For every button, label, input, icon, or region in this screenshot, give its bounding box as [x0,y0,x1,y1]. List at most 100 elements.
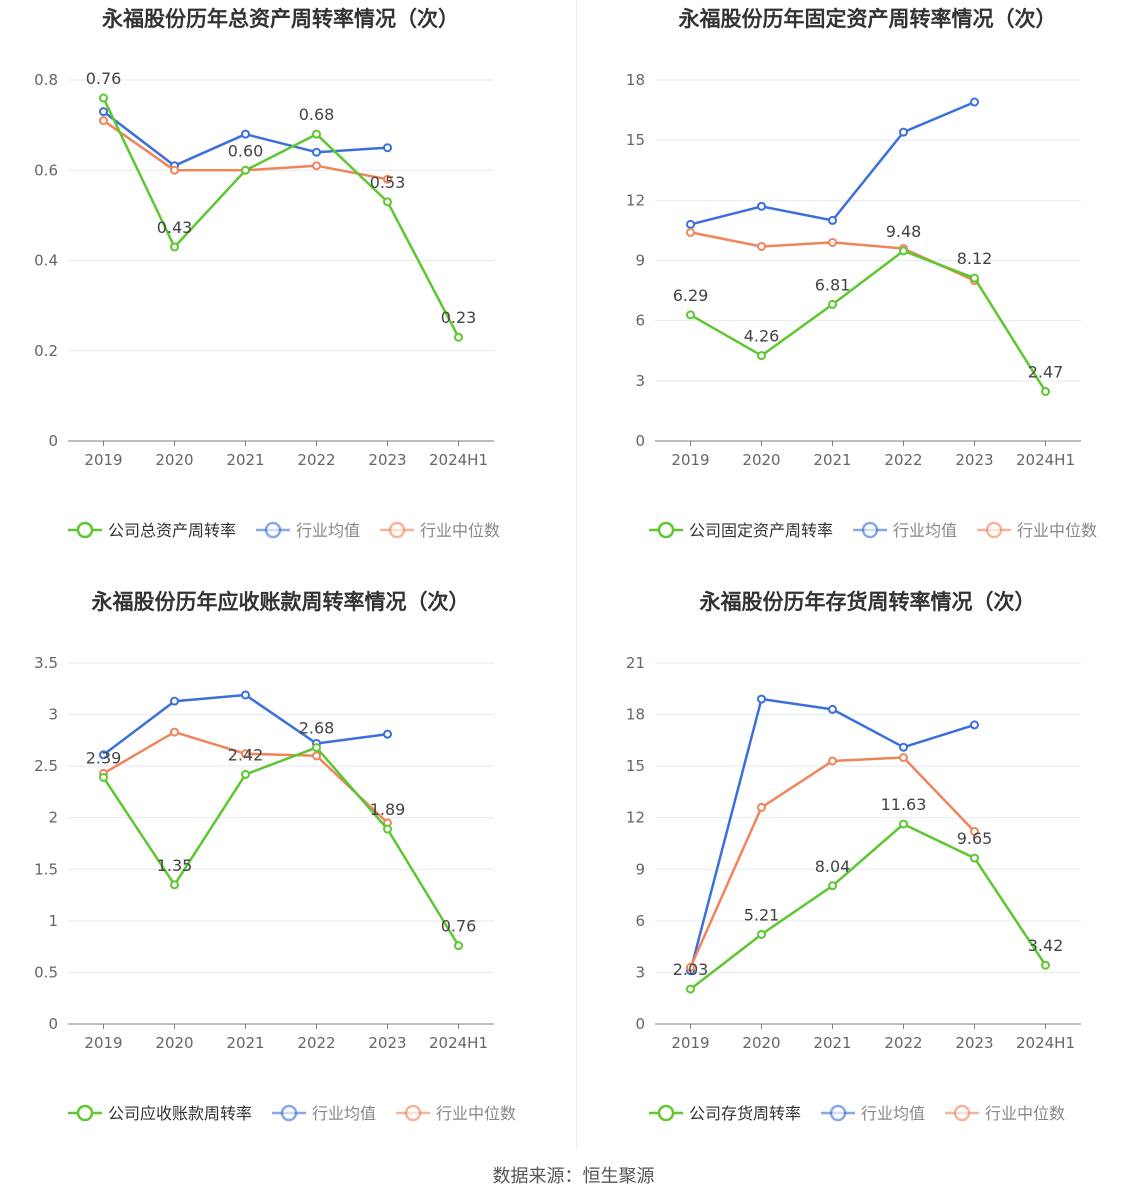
data-point-company [828,881,837,891]
data-point-median [312,161,321,171]
x-tick-label: 2022 [884,1034,922,1052]
legend-marker-avg [264,521,282,539]
legend-label-avg: 行业均值 [296,521,360,540]
data-point-company [383,197,392,207]
data-point-median [686,227,695,237]
data-point-company [899,819,908,829]
legend-marker-median [388,521,406,539]
x-tick-label: 2020 [155,1034,193,1052]
legend-marker-avg [280,1104,298,1122]
chart-panel-receivables-turnover: 永福股份历年应收账款周转率情况（次） 0 0.5 1 1.5 2 2.5 3 3.5 2019 20… [0,583,573,1166]
y-tick-label: 1 [48,912,58,930]
legend-marker-company [76,521,94,539]
data-point-avg [686,219,695,229]
data-label: 3.42 [1028,936,1064,955]
x-tick-label: 2021 [226,1034,264,1052]
y-tick-label: 2.5 [34,757,58,775]
y-tick-label: 2 [48,809,58,827]
chart-title: 永福股份历年应收账款周转率情况（次） [91,590,470,614]
data-label: 0.60 [228,141,264,160]
y-tick-label: 9 [635,252,645,270]
data-point-company [383,824,392,834]
y-tick-label: 0 [635,1015,645,1033]
legend-label-company: 公司固定资产周转率 [689,521,833,540]
y-tick-label: 1.5 [34,860,58,878]
data-point-company [99,93,108,103]
y-tick-label: 6 [635,912,645,930]
data-label: 2.47 [1028,362,1064,381]
data-point-avg [312,147,321,157]
legend-label-company: 公司应收账款周转率 [108,1104,252,1123]
legend-label-avg: 行业均值 [861,1104,925,1123]
y-tick-label: 15 [626,131,645,149]
chart-panel-fixed-asset-turnover: 永福股份历年固定资产周转率情况（次） 0 3 6 9 12 15 18 2019 2020 2021… [587,0,1147,583]
x-tick-label: 2024H1 [429,1034,488,1052]
x-tick-label: 2023 [955,451,993,469]
x-tick-label: 2024H1 [1016,451,1075,469]
legend-label-median: 行业中位数 [420,521,500,540]
data-source-note: 数据来源：恒生聚源 [492,1166,655,1187]
data-point-median [757,241,766,251]
data-point-avg [899,742,908,752]
legend-marker-avg [829,1104,847,1122]
data-point-company [1041,386,1050,396]
data-point-avg [170,696,179,706]
legend-label-median: 行业中位数 [436,1104,516,1123]
y-tick-label: 0.8 [34,71,58,89]
legend-label-company: 公司存货周转率 [689,1104,801,1123]
data-point-company [970,273,979,283]
data-label: 6.29 [673,286,709,305]
data-point-company [757,351,766,361]
data-point-median [312,751,321,761]
legend-marker-company [76,1104,94,1122]
data-point-avg [899,127,908,137]
x-tick-label: 2023 [368,451,406,469]
series-line-company [102,746,460,947]
x-tick-label: 2022 [297,451,335,469]
y-tick-label: 6 [635,312,645,330]
data-point-company [970,853,979,863]
y-tick-label: 15 [626,757,645,775]
data-point-avg [241,690,250,700]
data-point-median [383,174,392,184]
data-point-company [757,929,766,939]
y-tick-label: 0 [635,432,645,450]
data-point-avg [757,694,766,704]
data-label: 0.23 [441,308,477,327]
data-label: 5.21 [744,905,780,924]
x-tick-label: 2021 [226,451,264,469]
data-point-avg [383,729,392,739]
data-point-median [899,753,908,763]
data-point-avg [970,720,979,730]
y-tick-label: 0.4 [34,252,58,270]
data-point-company [99,772,108,782]
series-line-company [689,822,1047,991]
data-point-company [170,880,179,890]
y-tick-label: 3 [635,963,645,981]
chart-panel-total-asset-turnover: 永福股份历年总资产周转率情况（次） 0 0.2 0.4 0.6 0.8 2019 2020 20… [0,0,573,583]
x-tick-label: 2019 [84,1034,122,1052]
data-label: 8.04 [815,857,851,876]
x-tick-label: 2022 [297,1034,335,1052]
data-label: 6.81 [815,275,851,294]
chart-svg: 永福股份历年总资产周转率情况（次） 0 0.2 0.4 0.6 0.8 2019 2020 20… [34,7,500,540]
y-tick-label: 3 [48,706,58,724]
y-tick-label: 0.2 [34,342,58,360]
series-line-avg [689,697,975,972]
data-point-company [170,242,179,252]
data-point-avg [828,704,837,714]
data-label: 1.89 [370,800,406,819]
legend-marker-median [985,521,1003,539]
data-label: 0.76 [86,69,122,88]
chart-svg: 永福股份历年存货周转率情况（次） 0 3 6 9 12 15 18 21 2019 2020 2021… [626,590,1081,1123]
x-tick-label: 2023 [955,1034,993,1052]
y-tick-label: 3.5 [34,654,58,672]
data-point-avg [383,143,392,153]
panel-divider [576,0,577,1150]
y-tick-label: 0.6 [34,161,58,179]
legend-label-median: 行业中位数 [985,1104,1065,1123]
data-point-avg [970,97,979,107]
data-point-company [454,941,463,951]
x-tick-label: 2024H1 [429,451,488,469]
data-label: 0.68 [299,105,335,124]
